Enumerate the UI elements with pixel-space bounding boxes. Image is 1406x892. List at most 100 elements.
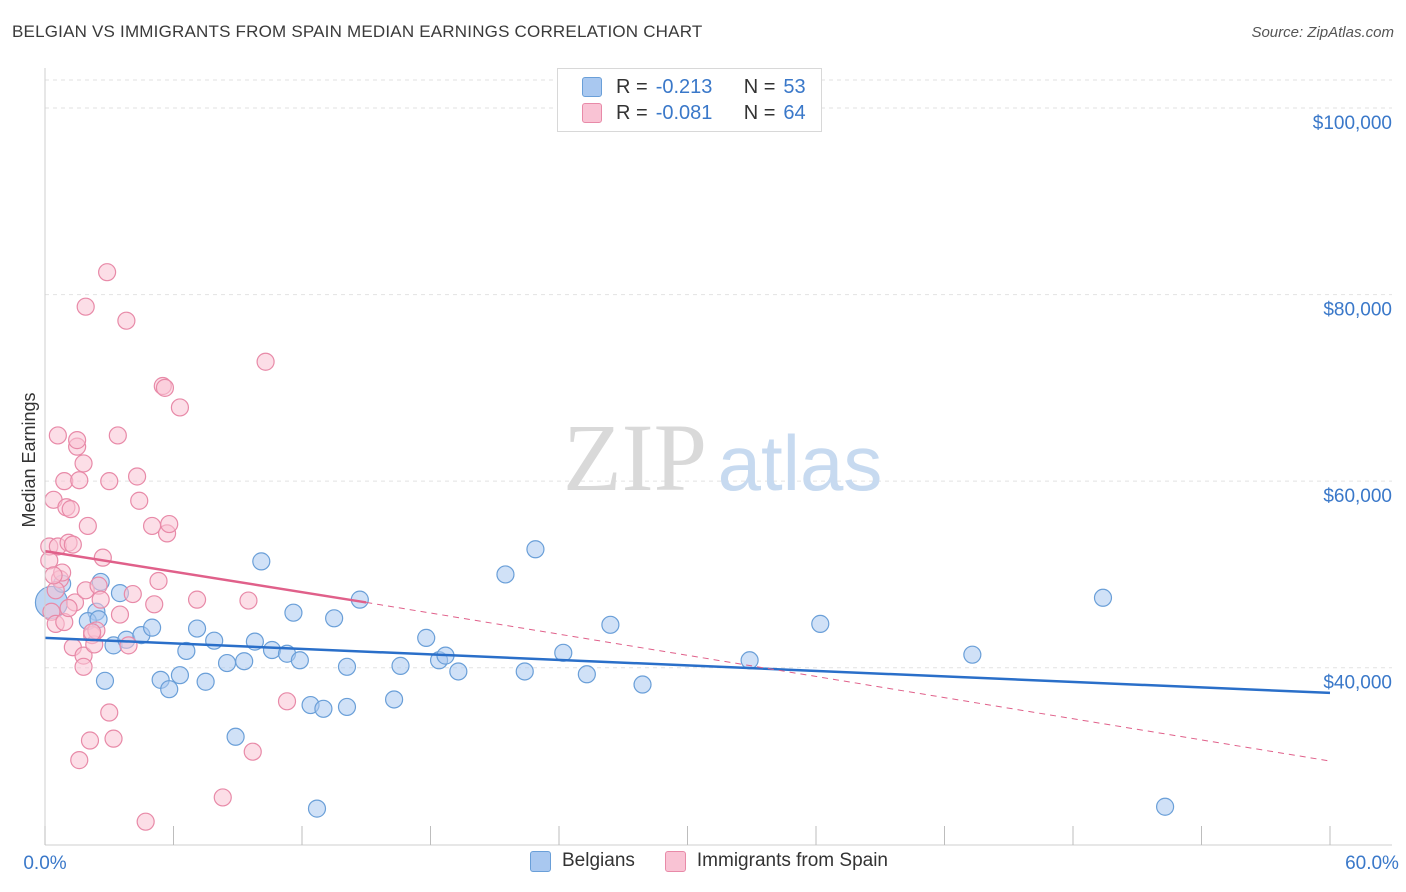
- belgians-point: [740, 651, 759, 670]
- belgians-point: [963, 645, 982, 664]
- series-swatch-spain: [664, 850, 686, 872]
- belgians-point: [160, 680, 179, 699]
- x-tick-label-min: 0.0%: [23, 853, 66, 874]
- spain-point: [110, 605, 130, 624]
- source-label: Source: ZipAtlas.com: [1251, 24, 1394, 41]
- legend-r-value: -0.081: [655, 101, 713, 124]
- spain-point: [119, 636, 138, 655]
- belgians-trendline: [44, 636, 1331, 695]
- spain-point: [127, 467, 147, 486]
- spain-point: [170, 398, 190, 417]
- belgians-point: [384, 690, 404, 709]
- belgians-point: [142, 618, 162, 637]
- spain-point: [100, 472, 119, 491]
- spain-point: [59, 598, 78, 618]
- legend-swatch-belgians: [582, 77, 602, 97]
- correlation-legend: R = -0.213 N = 53 R = -0.081 N = 64: [557, 68, 822, 132]
- spain-point: [187, 590, 207, 609]
- spain-point: [83, 623, 102, 642]
- belgians-point: [187, 619, 207, 638]
- belgians-point: [314, 699, 333, 718]
- belgians-point: [391, 656, 410, 675]
- spain-point: [93, 548, 112, 567]
- spain-point: [130, 491, 149, 510]
- spain-point: [277, 692, 297, 711]
- spain-point: [149, 571, 168, 591]
- spain-point: [213, 788, 232, 807]
- legend-row-belgians: R = -0.213 N = 53: [582, 74, 806, 100]
- x-tick-label-max: 60.0%: [1345, 853, 1399, 874]
- belgians-point: [337, 657, 357, 676]
- spain-point: [108, 426, 127, 445]
- spain-point: [104, 729, 123, 748]
- belgians-point: [284, 603, 303, 622]
- spain-point: [91, 590, 110, 609]
- spain-point: [117, 311, 136, 330]
- legend-row-spain: R = -0.081 N = 64: [582, 100, 806, 126]
- belgians-point: [496, 565, 515, 584]
- y-tick-label: $60,000: [1323, 486, 1392, 507]
- spain-point: [70, 751, 89, 770]
- legend-n-value: 53: [783, 75, 806, 98]
- belgians-point: [526, 540, 545, 559]
- spain-point: [98, 263, 117, 282]
- spain-point: [74, 657, 93, 676]
- spain-point: [256, 352, 275, 371]
- belgians-point: [95, 671, 115, 690]
- belgians-point: [337, 697, 357, 717]
- spain-point: [239, 591, 258, 610]
- belgians-point: [1155, 797, 1175, 816]
- spain-point: [70, 471, 89, 490]
- belgians-point: [290, 651, 309, 670]
- belgians-point: [633, 675, 652, 694]
- spain-point: [44, 566, 63, 585]
- spain-trendline: [44, 549, 367, 604]
- watermark-atlas: atlas: [718, 419, 883, 507]
- spain-point: [142, 516, 162, 536]
- y-axis-label: Median Earnings: [19, 392, 39, 527]
- belgians-point: [262, 640, 282, 660]
- belgians-point: [217, 653, 237, 673]
- legend-r-label: R =: [616, 75, 648, 98]
- y-tick-label: $80,000: [1323, 300, 1392, 321]
- legend-r-value: -0.213: [655, 75, 713, 98]
- series-swatch-belgians: [530, 850, 551, 872]
- belgians-point: [307, 799, 327, 818]
- spain-point: [80, 731, 100, 750]
- spain-point: [74, 454, 93, 473]
- belgians-point: [577, 665, 596, 684]
- legend-n-value: 64: [783, 101, 806, 124]
- series-legend: Belgians Immigrants from Spain: [530, 850, 918, 872]
- chart-title: BELGIAN VS IMMIGRANTS FROM SPAIN MEDIAN …: [12, 22, 703, 41]
- series-legend-belgians[interactable]: Belgians: [530, 850, 635, 872]
- series-label-spain: Immigrants from Spain: [696, 850, 889, 871]
- spain-point: [68, 431, 87, 450]
- legend-swatch-spain: [582, 103, 602, 123]
- spain-point: [123, 584, 142, 604]
- belgians-point: [1093, 588, 1113, 607]
- spain-point: [160, 514, 179, 534]
- series-legend-spain[interactable]: Immigrants from Spain: [664, 850, 889, 872]
- spain-point: [63, 535, 82, 554]
- belgians-point: [811, 614, 830, 633]
- spain-point: [100, 703, 119, 722]
- y-tick-label: $40,000: [1323, 673, 1392, 694]
- belgians-point: [252, 552, 271, 571]
- spain-point: [243, 742, 262, 761]
- belgians-point: [226, 727, 245, 746]
- spain-point: [76, 297, 95, 316]
- y-tick-label: $100,000: [1313, 113, 1392, 134]
- belgians-point: [177, 641, 196, 661]
- spain-point: [46, 581, 65, 600]
- spain-point: [61, 500, 80, 519]
- belgians-point: [515, 662, 534, 681]
- series-label-belgians: Belgians: [562, 850, 635, 871]
- belgians-point: [601, 615, 620, 634]
- legend-n-label: N =: [743, 75, 776, 98]
- legend-n-label: N =: [743, 101, 776, 124]
- legend-r-label: R =: [616, 101, 648, 124]
- spain-point: [136, 812, 155, 831]
- spain-trendline-extension: [366, 601, 1331, 762]
- spain-point: [78, 516, 97, 536]
